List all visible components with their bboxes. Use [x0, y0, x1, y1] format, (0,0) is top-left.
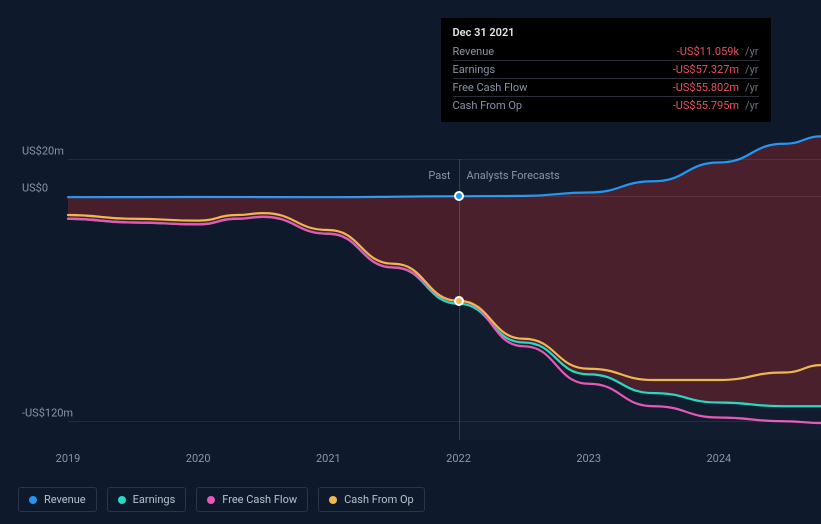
legend-dot-icon — [29, 496, 37, 504]
x-axis-label: 2020 — [186, 452, 211, 465]
tooltip-row: Earnings-US$57.327m/yr — [453, 60, 759, 78]
legend-item[interactable]: Revenue — [18, 487, 97, 512]
tooltip-metric-label: Free Cash Flow — [453, 81, 673, 94]
tooltip-date: Dec 31 2021 — [453, 26, 759, 43]
legend-dot-icon — [207, 496, 215, 504]
tooltip-metric-value: -US$55.802m — [673, 81, 739, 94]
tooltip-metric-label: Cash From Op — [453, 99, 673, 112]
tooltip-metric-value: -US$55.795m — [673, 99, 739, 112]
legend-item[interactable]: Cash From Op — [318, 487, 425, 512]
plot-area[interactable]: Past Analysts Forecasts — [68, 140, 821, 440]
legend-item[interactable]: Free Cash Flow — [196, 487, 308, 512]
x-axis-label: 2019 — [56, 452, 81, 465]
y-axis-label: -US$120m — [22, 407, 73, 420]
y-axis-label: US$0 — [22, 182, 48, 195]
legend-dot-icon — [329, 496, 337, 504]
x-axis-label: 2023 — [576, 452, 601, 465]
gridline — [68, 196, 821, 197]
tooltip-metric-label: Earnings — [453, 63, 673, 76]
forecast-label: Analysts Forecasts — [467, 169, 560, 182]
legend-label: Free Cash Flow — [222, 493, 297, 506]
x-axis-label: 2024 — [706, 452, 731, 465]
legend-label: Earnings — [133, 493, 176, 506]
tooltip-metric-unit: /yr — [745, 81, 758, 94]
chart-svg — [68, 140, 821, 440]
tooltip-row: Cash From Op-US$55.795m/yr — [453, 96, 759, 114]
past-label: Past — [428, 169, 450, 182]
y-axis-label: US$20m — [22, 144, 64, 157]
tooltip-metric-label: Revenue — [453, 45, 677, 58]
tooltip-metric-unit: /yr — [745, 63, 758, 76]
legend-label: Cash From Op — [344, 493, 414, 506]
hover-tooltip: Dec 31 2021 Revenue-US$11.059k/yrEarning… — [441, 18, 771, 122]
chart-legend: Revenue Earnings Free Cash Flow Cash From O… — [18, 487, 425, 512]
tooltip-row: Revenue-US$11.059k/yr — [453, 43, 759, 60]
tooltip-metric-value: -US$11.059k — [677, 45, 739, 58]
hover-marker — [454, 191, 464, 201]
tooltip-metric-unit: /yr — [745, 99, 758, 112]
tooltip-row: Free Cash Flow-US$55.802m/yr — [453, 78, 759, 96]
tooltip-metric-unit: /yr — [745, 45, 758, 58]
x-axis-label: 2021 — [316, 452, 341, 465]
legend-label: Revenue — [44, 493, 86, 506]
gridline — [68, 159, 821, 160]
tooltip-metric-value: -US$57.327m — [673, 63, 739, 76]
x-axis-label: 2022 — [446, 452, 471, 465]
legend-item[interactable]: Earnings — [107, 487, 187, 512]
gridline — [68, 421, 821, 422]
legend-dot-icon — [118, 496, 126, 504]
hover-marker — [454, 296, 464, 306]
